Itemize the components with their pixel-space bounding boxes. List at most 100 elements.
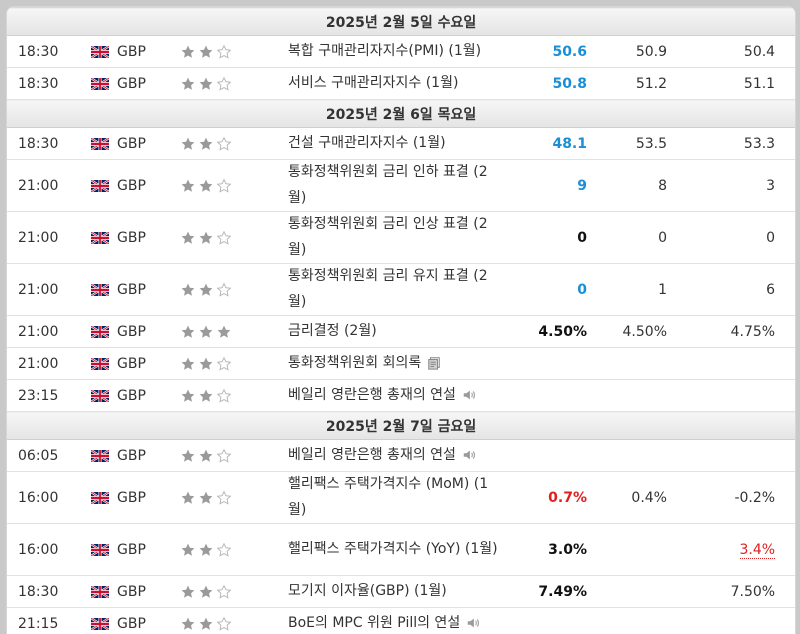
event-name-cell: 통화정책위원회 회의록: [288, 348, 507, 380]
event-name-link[interactable]: 핼리팩스 주택가격지수 (YoY) (1월): [288, 541, 498, 557]
event-name-link[interactable]: 복합 구매관리자지수(PMI) (1월): [288, 43, 481, 59]
star-empty-icon: [216, 616, 232, 632]
currency-code: GBP: [117, 448, 146, 464]
event-name-link[interactable]: 모기지 이자율(GBP) (1월): [288, 583, 447, 599]
currency-code: GBP: [117, 542, 146, 558]
uk-flag-icon: [91, 492, 109, 504]
economic-calendar-table: 2025년 2월 5일 수요일 18:30 GBP 복합 구매관리자지수(PMI) (…: [7, 7, 795, 634]
event-name-link[interactable]: 베일리 영란은행 총재의 연설: [288, 447, 456, 463]
event-name-cell: 금리결정 (2월): [288, 316, 507, 348]
event-name-link[interactable]: 핼리팩스 주택가격지수 (MoM) (1월): [288, 476, 488, 518]
day-header-row: 2025년 2월 7일 금요일: [7, 412, 795, 440]
uk-flag-icon: [91, 450, 109, 462]
uk-flag-icon: [91, 326, 109, 338]
event-forecast: [591, 576, 671, 608]
importance-stars: [180, 44, 232, 60]
event-name-link[interactable]: 통화정책위원회 금리 유지 표결 (2월): [288, 268, 488, 310]
event-forecast: [591, 348, 671, 380]
event-name-link[interactable]: 베일리 영란은행 총재의 연설: [288, 387, 456, 403]
currency-code: GBP: [117, 388, 146, 404]
currency-code: GBP: [117, 76, 146, 92]
star-filled-icon: [180, 616, 196, 632]
event-forecast: [591, 440, 671, 472]
event-importance: [180, 36, 288, 68]
importance-stars: [180, 76, 232, 92]
event-importance: [180, 212, 288, 264]
event-name-cell: 베일리 영란은행 총재의 연설: [288, 380, 507, 412]
event-forecast: 8: [591, 160, 671, 212]
star-filled-icon: [180, 230, 196, 246]
star-empty-icon: [216, 490, 232, 506]
event-actual: [507, 440, 591, 472]
star-filled-icon: [180, 388, 196, 404]
importance-stars: [180, 616, 232, 632]
event-actual: 9: [507, 160, 591, 212]
uk-flag-icon: [91, 544, 109, 556]
uk-flag-icon: [91, 390, 109, 402]
event-name-cell: 핼리팩스 주택가격지수 (MoM) (1월): [288, 472, 507, 524]
day-header-label: 2025년 2월 5일 수요일: [7, 8, 795, 36]
event-importance: [180, 348, 288, 380]
event-actual: 3.0%: [507, 524, 591, 576]
star-filled-icon: [198, 584, 214, 600]
importance-stars: [180, 324, 232, 340]
event-name-link[interactable]: 통화정책위원회 금리 인하 표결 (2월): [288, 164, 488, 206]
star-filled-icon: [198, 542, 214, 558]
event-importance: [180, 524, 288, 576]
event-row[interactable]: 06:05 GBP 베일리 영란은행 총재의 연설: [7, 440, 795, 472]
star-empty-icon: [216, 44, 232, 60]
event-name-link[interactable]: 통화정책위원회 회의록: [288, 355, 421, 371]
event-time: 21:00: [7, 348, 89, 380]
event-name-link[interactable]: 금리결정 (2월): [288, 323, 377, 339]
event-row[interactable]: 21:00 GBP 통화정책위원회 회의록: [7, 348, 795, 380]
event-name-link[interactable]: 건설 구매관리자지수 (1월): [288, 135, 446, 151]
event-forecast: [591, 608, 671, 634]
star-filled-icon: [198, 282, 214, 298]
currency-code: GBP: [117, 136, 146, 152]
star-empty-icon: [216, 542, 232, 558]
event-time: 06:05: [7, 440, 89, 472]
uk-flag-icon: [91, 232, 109, 244]
event-time: 18:30: [7, 128, 89, 160]
event-previous: [671, 440, 795, 472]
event-importance: [180, 380, 288, 412]
event-currency: GBP: [89, 68, 180, 100]
importance-stars: [180, 490, 232, 506]
speaker-icon: [466, 616, 480, 630]
star-empty-icon: [216, 584, 232, 600]
event-name-link[interactable]: BoE의 MPC 위원 Pill의 연설: [288, 615, 460, 631]
event-previous: [671, 608, 795, 634]
event-name-link[interactable]: 통화정책위원회 금리 인상 표결 (2월): [288, 216, 488, 258]
currency-code: GBP: [117, 282, 146, 298]
uk-flag-icon: [91, 358, 109, 370]
event-previous: 53.3: [671, 128, 795, 160]
event-actual: 0: [507, 212, 591, 264]
calendar-body: 2025년 2월 5일 수요일 18:30 GBP 복합 구매관리자지수(PMI) (…: [7, 8, 795, 634]
uk-flag-icon: [91, 138, 109, 150]
currency-code: GBP: [117, 356, 146, 372]
event-currency: GBP: [89, 212, 180, 264]
star-filled-icon: [198, 324, 214, 340]
event-currency: GBP: [89, 36, 180, 68]
event-forecast: 51.2: [591, 68, 671, 100]
star-filled-icon: [198, 616, 214, 632]
event-currency: GBP: [89, 576, 180, 608]
star-filled-icon: [198, 356, 214, 372]
event-name-link[interactable]: 서비스 구매관리자지수 (1월): [288, 75, 458, 91]
uk-flag-icon: [91, 78, 109, 90]
star-filled-icon: [198, 136, 214, 152]
currency-code: GBP: [117, 178, 146, 194]
currency-code: GBP: [117, 490, 146, 506]
